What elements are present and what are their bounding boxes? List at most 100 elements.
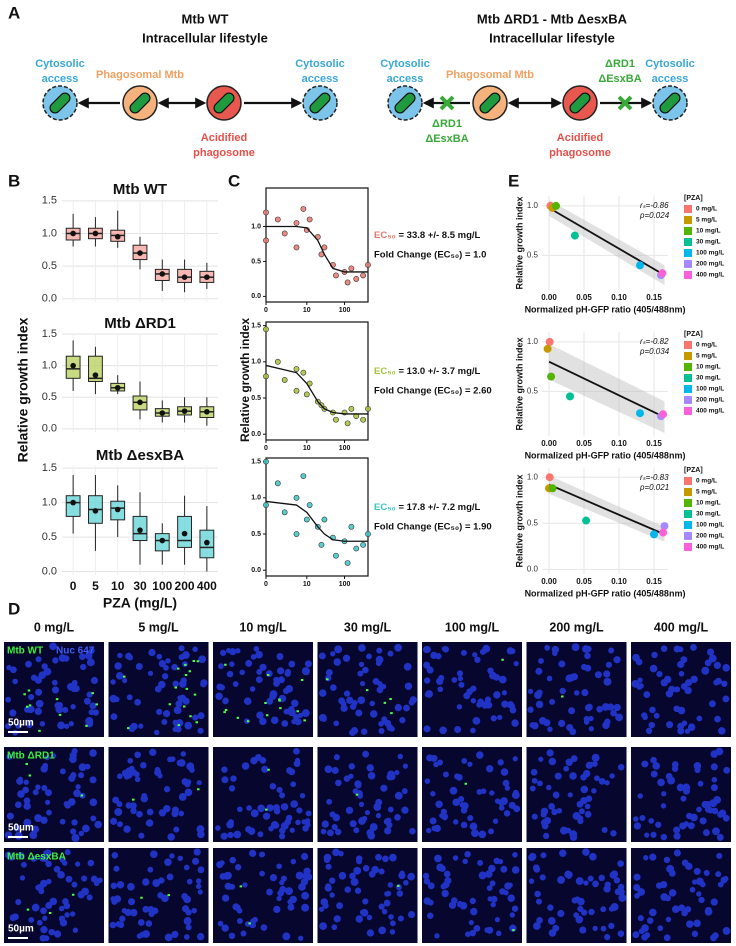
ec50-text: EC₅₀ = 33.8 +/- 8.5 mg/L (374, 230, 481, 241)
mean-dot (92, 508, 99, 514)
subplot-title: Mtb ΔRD1 (104, 315, 176, 332)
legend-label: 5 mg/L (696, 353, 717, 360)
bacterium-icon (562, 85, 598, 121)
bacterium (569, 92, 591, 114)
data-point (293, 387, 300, 394)
subplot-title: Mtb WT (113, 181, 167, 198)
row-label: Mtb ΔRD1 (7, 751, 55, 762)
data-point (303, 516, 310, 523)
data-point (293, 366, 300, 372)
scale-bar-label: 50µm (8, 924, 34, 935)
x-tick-label: 30 (133, 579, 147, 593)
mean-dot (137, 399, 143, 406)
legend-label: 10 mg/L (696, 228, 721, 235)
y-tick-label: 1.0 (527, 337, 539, 346)
y-tick-label: 1.0 (251, 495, 261, 502)
data-point (263, 326, 269, 333)
mean-dot (181, 408, 188, 414)
data-point (300, 369, 307, 376)
box (88, 355, 103, 382)
bacterium-icon (302, 85, 338, 121)
ec50-value: = 17.8 +/- 7.2 mg/L (396, 502, 481, 513)
data-point (321, 516, 328, 523)
data-point (660, 522, 669, 531)
bacterium-icon (472, 85, 508, 121)
y-tick-label: 0.5 (251, 531, 261, 538)
block-cross (617, 95, 633, 111)
legend-label: 0 mg/L (696, 206, 717, 213)
y-tick-label: 1.5 (42, 462, 57, 474)
bacterium (479, 92, 501, 114)
y-tick-label: 0.0 (42, 423, 57, 435)
legend-swatch (684, 352, 692, 360)
x-tick-label: 5 (92, 579, 99, 593)
fit-curve (265, 500, 368, 542)
block-cross (439, 95, 455, 111)
legend-swatch (684, 249, 692, 257)
x-tick-label: 100 (339, 581, 351, 588)
bacterium-icon (387, 85, 423, 121)
legend-label: 100 mg/L (696, 250, 724, 257)
data-point (543, 344, 552, 353)
stat-label: p=0.021 (639, 483, 669, 492)
bacterium (394, 92, 416, 114)
regression-line (548, 207, 665, 276)
stat-label: rₛ=-0.82 (640, 337, 669, 346)
y-tick-label: 0.5 (527, 250, 539, 259)
ec50-text: EC₅₀ = 17.8 +/- 7.2 mg/L (374, 502, 481, 513)
legend-label: 100 mg/L (696, 386, 724, 393)
x-tick-label: 200 (175, 579, 195, 593)
x-tick-label: 0.05 (576, 577, 592, 586)
data-point (306, 216, 313, 223)
legend-label: 30 mg/L (696, 511, 721, 518)
column-label: 10 mg/L (239, 620, 287, 634)
y-tick-label: 1.0 (42, 227, 57, 239)
legend-swatch (684, 216, 692, 224)
fold-change: Fold Change (EC₅₀) = 1.0 (374, 250, 486, 261)
diagram-label: Phagosomal Mtb (96, 69, 184, 81)
data-point (274, 480, 281, 487)
legend-label: 400 mg/L (696, 408, 724, 415)
plot-frame (265, 457, 369, 577)
mean-dot (70, 230, 76, 237)
legend-swatch (684, 363, 692, 371)
legend-swatch (684, 407, 692, 415)
column-label: 200 mg/L (549, 620, 604, 634)
bacteria-signal (561, 695, 564, 698)
legend-swatch (684, 205, 692, 213)
plot-frame (265, 187, 369, 303)
data-point (545, 337, 554, 346)
legend-label: 200 mg/L (696, 397, 724, 404)
y-tick-label: 0.5 (42, 260, 57, 272)
legend-title: [PZA] (684, 195, 703, 202)
data-point (344, 560, 351, 566)
fit-curve (265, 364, 368, 415)
row-label: Mtb ΔesxBA (7, 852, 66, 863)
data-point (300, 206, 307, 212)
data-point (659, 410, 668, 419)
nuclei (528, 848, 627, 941)
column-label: 0 mg/L (34, 620, 75, 634)
legend-label: 0 mg/L (696, 478, 717, 485)
y-tick-label: 0.0 (251, 293, 261, 300)
y-tick-label: 0.0 (251, 567, 261, 574)
column-label: 100 mg/L (445, 620, 500, 634)
legend-label: 400 mg/L (696, 272, 724, 279)
data-point (348, 405, 355, 412)
mean-dot (159, 537, 166, 544)
data-point (353, 276, 360, 282)
y-tick-label: 1.0 (42, 497, 57, 509)
diagram-label: Cytosolic (645, 58, 695, 70)
mean-dot (114, 233, 121, 240)
data-point (344, 279, 351, 286)
y-tick-label: 1.0 (527, 472, 539, 481)
stat-label: rₛ=-0.86 (640, 201, 669, 210)
row-label: Mtb WT (7, 646, 43, 657)
data-point (344, 420, 351, 427)
legend-label: 400 mg/L (696, 544, 724, 551)
plot-area (542, 332, 668, 436)
data-point (360, 272, 367, 279)
data-point (293, 531, 300, 537)
data-point (281, 230, 288, 237)
micrograph (631, 642, 731, 737)
